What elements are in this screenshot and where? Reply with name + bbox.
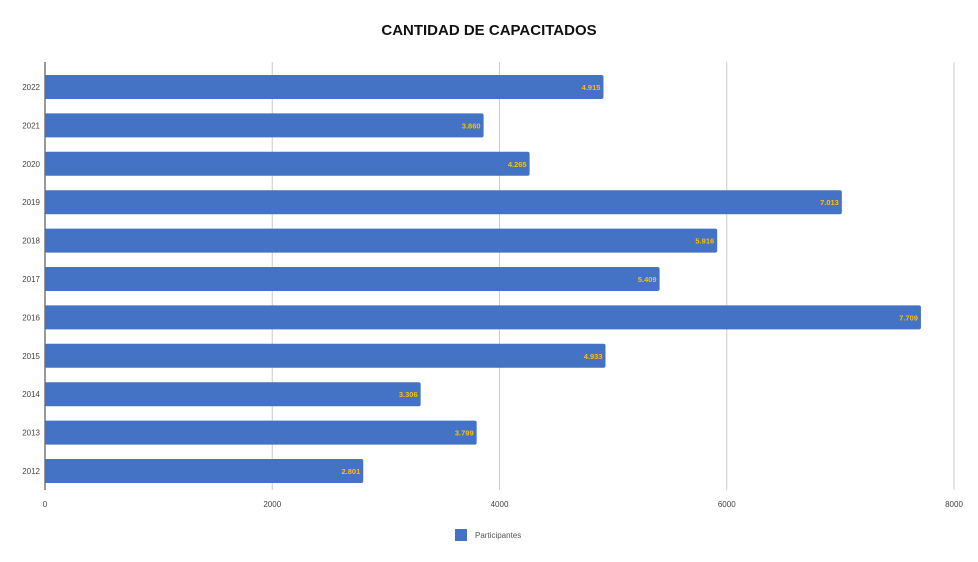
data-label: 7.709 <box>899 313 918 322</box>
x-tick-label: 6000 <box>718 500 736 509</box>
y-tick-label: 2014 <box>22 390 40 399</box>
data-label: 7.013 <box>820 198 839 207</box>
bar <box>45 228 718 253</box>
bar <box>45 343 606 368</box>
y-tick-label: 2013 <box>22 429 40 438</box>
bar <box>45 190 842 215</box>
legend: Participantes <box>455 529 521 541</box>
data-label: 3.799 <box>455 429 474 438</box>
x-tick-label: 2000 <box>263 500 281 509</box>
x-tick-label: 4000 <box>491 500 509 509</box>
y-tick-label: 2020 <box>22 160 40 169</box>
bar <box>45 75 604 99</box>
bar <box>45 305 921 330</box>
y-tick-label: 2012 <box>22 467 40 476</box>
data-label: 5.409 <box>638 275 657 284</box>
data-label: 4.265 <box>508 160 527 169</box>
legend-swatch <box>455 529 467 541</box>
x-tick-label: 8000 <box>945 500 963 509</box>
data-label: 2.801 <box>341 467 360 476</box>
bar <box>45 420 477 445</box>
data-label: 4.915 <box>582 83 601 92</box>
y-tick-label: 2018 <box>22 237 40 246</box>
y-tick-label: 2016 <box>22 313 40 322</box>
y-tick-label: 2019 <box>22 198 40 207</box>
bar <box>45 382 421 407</box>
y-tick-label: 2017 <box>22 275 40 284</box>
y-tick-label: 2021 <box>22 121 40 130</box>
y-tick-label: 2015 <box>22 352 40 361</box>
bar <box>45 113 484 138</box>
x-tick-label: 0 <box>43 500 48 509</box>
data-label: 5.916 <box>695 237 714 246</box>
bar <box>45 267 660 291</box>
data-label: 3.306 <box>399 390 418 399</box>
legend-label: Participantes <box>475 530 522 540</box>
bar <box>45 459 364 483</box>
data-label: 3.860 <box>462 121 481 130</box>
data-label: 4.933 <box>584 352 603 361</box>
bar <box>45 151 530 176</box>
chart-title: CANTIDAD DE CAPACITADOS <box>381 22 597 39</box>
y-tick-label: 2022 <box>22 83 40 92</box>
